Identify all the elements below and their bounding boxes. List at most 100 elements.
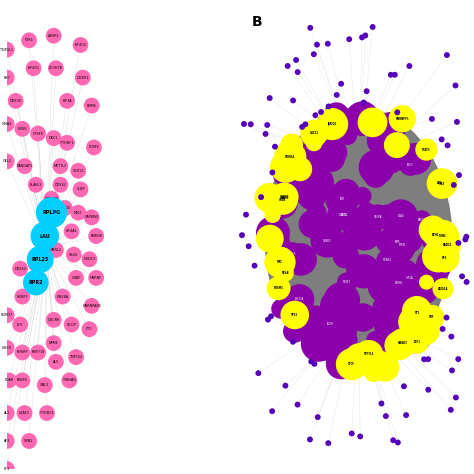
- Text: CHEK1: CHEK1: [323, 239, 332, 243]
- Point: [360, 99, 367, 106]
- Text: EIF4G2: EIF4G2: [74, 43, 86, 47]
- Point: [276, 258, 284, 266]
- Point: [349, 233, 357, 240]
- Text: PUNG: PUNG: [18, 127, 27, 131]
- Point: [289, 97, 297, 104]
- Point: [399, 327, 407, 335]
- Point: [452, 394, 460, 401]
- Point: [68, 321, 75, 328]
- Point: [430, 261, 438, 269]
- Text: DDX54: DDX54: [14, 266, 26, 271]
- Text: SLBP: SLBP: [76, 187, 85, 191]
- Point: [242, 211, 250, 219]
- Point: [340, 313, 347, 320]
- Point: [406, 274, 413, 282]
- Point: [358, 34, 366, 41]
- Point: [338, 297, 346, 304]
- Text: CPSF6: CPSF6: [33, 131, 44, 136]
- Point: [344, 337, 351, 344]
- Point: [391, 71, 399, 79]
- Point: [3, 158, 10, 165]
- Point: [372, 343, 380, 351]
- Point: [306, 436, 314, 443]
- Point: [264, 121, 271, 129]
- Text: YWHAG: YWHAG: [63, 378, 76, 383]
- Text: AUI: AUI: [53, 360, 59, 364]
- Point: [333, 302, 341, 310]
- Point: [266, 235, 273, 242]
- Point: [301, 175, 309, 183]
- Point: [271, 143, 279, 150]
- Point: [369, 118, 376, 126]
- Point: [337, 80, 345, 88]
- Point: [400, 383, 408, 390]
- Point: [50, 32, 57, 39]
- Text: DDX3X: DDX3X: [9, 99, 22, 103]
- Point: [88, 214, 95, 221]
- Point: [282, 170, 289, 177]
- Point: [348, 429, 356, 437]
- Text: E2F3: E2F3: [407, 163, 413, 166]
- Text: CAPRIN1: CAPRIN1: [84, 215, 99, 219]
- Point: [32, 181, 39, 189]
- Point: [245, 242, 253, 250]
- Text: RB1: RB1: [274, 241, 279, 245]
- Point: [18, 293, 26, 301]
- Point: [5, 377, 13, 384]
- Point: [298, 123, 306, 131]
- Text: RBM6: RBM6: [87, 103, 97, 108]
- Text: PIK3CA: PIK3CA: [295, 297, 304, 301]
- Point: [289, 338, 297, 346]
- Point: [310, 130, 318, 137]
- Text: TARBP2: TARBP2: [45, 197, 58, 201]
- Text: LIN28A: LIN28A: [56, 294, 69, 299]
- Point: [394, 243, 402, 251]
- Point: [268, 408, 276, 415]
- Point: [385, 322, 392, 329]
- Text: EIF4G1: EIF4G1: [27, 66, 39, 70]
- Point: [3, 465, 10, 473]
- Point: [255, 369, 262, 377]
- Text: GEL2: GEL2: [2, 159, 11, 164]
- Point: [74, 167, 82, 174]
- Text: MBD3: MBD3: [281, 196, 289, 200]
- Point: [310, 50, 318, 58]
- Text: RAD21: RAD21: [443, 243, 452, 247]
- Point: [12, 97, 19, 105]
- Text: RUNX1: RUNX1: [280, 195, 289, 199]
- Point: [327, 220, 334, 228]
- Point: [359, 314, 367, 321]
- Point: [378, 162, 385, 170]
- Point: [389, 437, 397, 444]
- Point: [50, 134, 57, 142]
- Point: [317, 108, 325, 116]
- Text: HNRNPF1: HNRNPF1: [395, 117, 409, 121]
- Point: [327, 320, 334, 328]
- Point: [333, 91, 340, 99]
- Text: ATM: ATM: [395, 240, 401, 244]
- Point: [72, 274, 80, 282]
- Text: LWSR1: LWSR1: [48, 34, 60, 37]
- Point: [48, 209, 55, 217]
- Point: [420, 326, 428, 333]
- Text: LDAR: LDAR: [4, 378, 13, 383]
- Text: PLAU: PLAU: [397, 214, 404, 219]
- Point: [424, 386, 432, 393]
- Text: RANGAP1: RANGAP1: [17, 164, 33, 168]
- Text: NFkB: NFkB: [282, 271, 289, 275]
- Point: [273, 239, 280, 247]
- Text: MKI67: MKI67: [343, 280, 351, 284]
- Point: [372, 172, 380, 180]
- Point: [407, 161, 414, 168]
- Text: NPM1: NPM1: [49, 341, 59, 345]
- Point: [86, 325, 93, 333]
- Text: E2F1: E2F1: [413, 340, 420, 344]
- Point: [438, 180, 446, 187]
- Text: CCND1: CCND1: [338, 213, 347, 217]
- Point: [277, 305, 285, 313]
- Text: FKBP4: FKBP4: [17, 378, 28, 383]
- Point: [328, 155, 336, 163]
- Point: [374, 213, 382, 221]
- Point: [310, 360, 318, 368]
- Point: [411, 155, 419, 163]
